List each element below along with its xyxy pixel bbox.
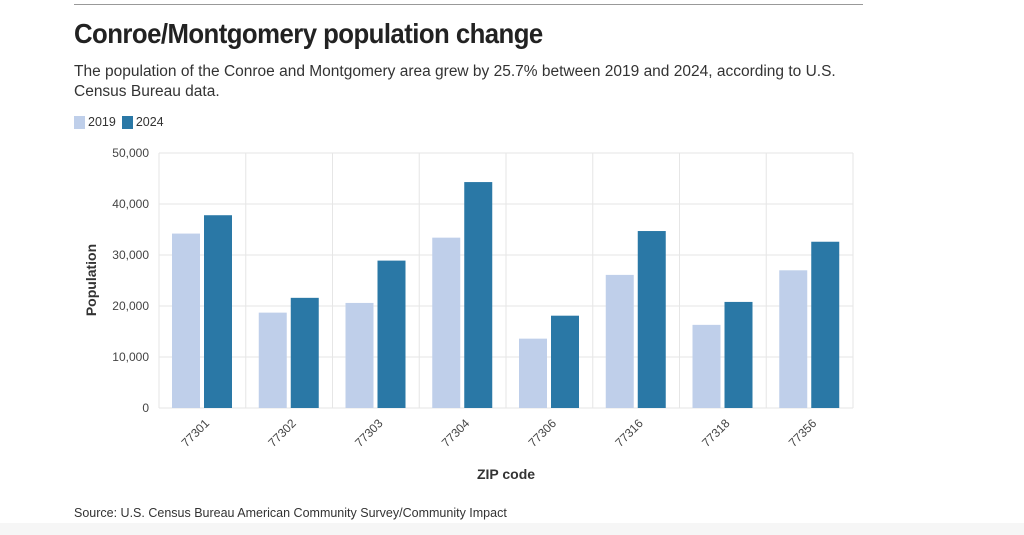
bar-2024-77316[interactable] <box>637 231 666 408</box>
bottom-edge <box>0 523 1024 535</box>
bar-2024-77356[interactable] <box>811 241 840 408</box>
y-tick-label: 0 <box>142 401 149 415</box>
x-tick-label: 77303 <box>352 416 386 450</box>
chart-subtitle: The population of the Conroe and Montgom… <box>74 63 836 100</box>
x-tick-label: 77316 <box>612 416 646 450</box>
source-note: Source: U.S. Census Bureau American Comm… <box>74 506 507 520</box>
legend-label-2019: 2019 <box>88 115 116 129</box>
y-axis-ticks: 0 10,000 20,000 30,000 40,000 50,000 <box>112 146 149 415</box>
bars <box>172 182 840 408</box>
x-axis-ticks: 77301 77302 77303 77304 77306 77316 77318 77356 <box>179 416 820 450</box>
y-axis-title: Population <box>83 244 99 316</box>
bar-2019-77316[interactable] <box>605 274 634 408</box>
x-tick-label: 77301 <box>179 416 213 450</box>
bar-2024-77303[interactable] <box>377 260 406 408</box>
x-tick-label: 77304 <box>439 416 473 450</box>
x-axis-title: ZIP code <box>477 466 535 482</box>
y-tick-label: 30,000 <box>112 248 149 262</box>
bar-2024-77304[interactable] <box>464 182 493 408</box>
top-rule <box>74 4 863 5</box>
bar-2019-77306[interactable] <box>519 338 547 408</box>
bar-2019-77302[interactable] <box>258 312 287 408</box>
legend-item-2019[interactable]: 2019 <box>74 115 116 129</box>
legend-swatch-2019 <box>74 115 85 129</box>
bar-2019-77318[interactable] <box>692 324 721 408</box>
bar-2019-77304[interactable] <box>432 237 461 408</box>
y-tick-label: 40,000 <box>112 197 149 211</box>
legend-label-2024: 2024 <box>135 115 164 129</box>
bar-2024-77302[interactable] <box>290 297 319 408</box>
chart-title: Conroe/Montgomery population change <box>74 18 543 49</box>
bar-2024-77318[interactable] <box>724 301 753 408</box>
x-tick-label: 77356 <box>786 416 820 450</box>
x-tick-label: 77318 <box>699 416 733 450</box>
bar-2024-77301[interactable] <box>204 215 232 408</box>
bar-2019-77303[interactable] <box>345 302 374 408</box>
y-tick-label: 50,000 <box>112 146 149 160</box>
bar-2019-77356[interactable] <box>779 270 808 408</box>
legend-swatch-2024 <box>121 115 133 129</box>
legend: 2019 2024 <box>74 115 170 129</box>
bar-2024-77306[interactable] <box>551 315 579 408</box>
legend-item-2024[interactable]: 2024 <box>121 115 164 129</box>
bar-2019-77301[interactable] <box>172 233 200 408</box>
y-tick-label: 20,000 <box>112 299 149 313</box>
y-tick-label: 10,000 <box>112 350 149 364</box>
x-tick-label: 77306 <box>526 416 560 450</box>
x-tick-label: 77302 <box>265 416 299 450</box>
